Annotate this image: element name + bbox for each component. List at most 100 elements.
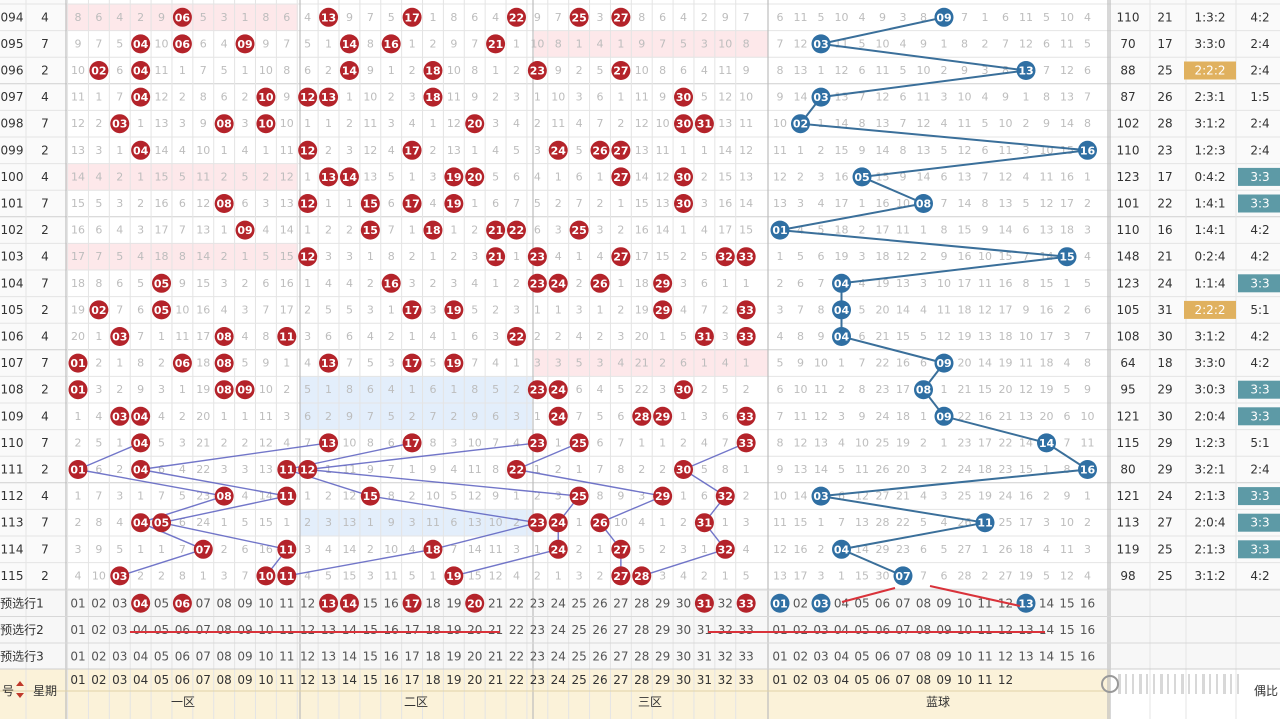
red-ball bbox=[298, 194, 318, 213]
predict-blue-number: 12 bbox=[998, 623, 1013, 637]
miss-value: 1 bbox=[701, 144, 708, 157]
miss-value: 2 bbox=[75, 436, 82, 449]
red-ball bbox=[611, 61, 631, 80]
predict-blue-number: 07 bbox=[895, 623, 910, 637]
miss-value: 2 bbox=[137, 11, 144, 24]
miss-value: 6 bbox=[797, 277, 804, 290]
predict-blue-number: 04 bbox=[834, 649, 849, 663]
miss-value: 1 bbox=[242, 250, 249, 263]
miss-value: 1 bbox=[221, 410, 228, 423]
ball-label: 08 bbox=[217, 198, 232, 211]
miss-value: 24 bbox=[958, 463, 972, 476]
miss-value: 9 bbox=[659, 91, 666, 104]
miss-value: 5 bbox=[367, 357, 374, 370]
span-value: 25 bbox=[1157, 542, 1172, 556]
miss-value: 5 bbox=[1064, 383, 1071, 396]
miss-value: 12 bbox=[1060, 569, 1074, 582]
predict-red-number: 04 bbox=[133, 623, 148, 637]
miss-value: 2 bbox=[701, 170, 708, 183]
miss-value: 8 bbox=[722, 463, 729, 476]
miss-value: 2 bbox=[513, 64, 520, 77]
predict-red-number: 06 bbox=[175, 623, 190, 637]
miss-value: 10 bbox=[551, 91, 565, 104]
miss-value: 16 bbox=[1019, 490, 1033, 503]
ball-label: 17 bbox=[404, 304, 419, 317]
miss-value: 2 bbox=[818, 144, 825, 157]
miss-value: 2 bbox=[555, 330, 562, 343]
miss-value: 1 bbox=[1084, 490, 1091, 503]
miss-value: 5 bbox=[900, 64, 907, 77]
red-ball bbox=[131, 34, 151, 54]
miss-value: 12 bbox=[280, 170, 294, 183]
ball-label: 04 bbox=[834, 331, 850, 344]
red-ball bbox=[131, 406, 151, 426]
miss-value: 1 bbox=[346, 91, 353, 104]
miss-value: 12 bbox=[999, 170, 1013, 183]
red-ball bbox=[590, 140, 610, 160]
miss-value: 3 bbox=[137, 224, 144, 237]
red-header-number: 07 bbox=[196, 673, 211, 687]
miss-value: 6 bbox=[221, 91, 228, 104]
blue-ball bbox=[934, 353, 954, 373]
ball-label: 04 bbox=[133, 65, 149, 78]
miss-value: 6 bbox=[429, 383, 436, 396]
miss-value: 7 bbox=[1043, 64, 1050, 77]
miss-value: 1 bbox=[576, 37, 583, 50]
miss-value: 12 bbox=[1019, 383, 1033, 396]
miss-value: 7 bbox=[137, 330, 144, 343]
red-header-number: 25 bbox=[571, 673, 586, 687]
miss-value: 12 bbox=[937, 330, 951, 343]
miss-value: 2 bbox=[75, 516, 82, 529]
ball-label: 21 bbox=[488, 251, 503, 264]
miss-value: 2 bbox=[409, 410, 416, 423]
ball-label: 02 bbox=[91, 304, 106, 317]
miss-value: 2 bbox=[534, 490, 541, 503]
miss-value: 6 bbox=[450, 516, 457, 529]
ball-label: 08 bbox=[217, 118, 232, 131]
miss-value: 4 bbox=[1084, 11, 1091, 24]
issue-number: 104 bbox=[1, 276, 24, 290]
miss-value: 6 bbox=[95, 11, 102, 24]
miss-value: 4 bbox=[492, 357, 499, 370]
miss-value: 14 bbox=[917, 170, 931, 183]
predict-blue-number: 13 bbox=[1018, 649, 1033, 663]
weekday-value: 2 bbox=[41, 143, 49, 157]
miss-value: 12 bbox=[196, 197, 210, 210]
blue-ball bbox=[1057, 247, 1077, 267]
ball-label: 30 bbox=[676, 171, 692, 184]
predict-blue-number: 15 bbox=[1059, 623, 1074, 637]
miss-value: 5 bbox=[1084, 37, 1091, 50]
predict-red-number: 23 bbox=[530, 649, 545, 663]
ball-label: 12 bbox=[300, 464, 315, 477]
miss-value: 6 bbox=[179, 197, 186, 210]
miss-value: 10 bbox=[855, 436, 869, 449]
predict-red-number: 09 bbox=[237, 649, 252, 663]
issue-number: 108 bbox=[1, 383, 24, 397]
red-ball bbox=[590, 513, 610, 533]
miss-value: 1 bbox=[242, 11, 249, 24]
miss-value: 15 bbox=[1060, 144, 1074, 157]
red-ball bbox=[89, 300, 109, 320]
miss-value: 11 bbox=[1019, 11, 1033, 24]
miss-value: 4 bbox=[429, 330, 436, 343]
miss-value: 5 bbox=[304, 383, 311, 396]
miss-value: 19 bbox=[71, 303, 85, 316]
miss-value: 7 bbox=[900, 117, 907, 130]
miss-value: 5 bbox=[941, 543, 948, 556]
miss-value: 15 bbox=[635, 197, 649, 210]
red-ball bbox=[694, 513, 714, 533]
miss-value: 6 bbox=[777, 383, 784, 396]
miss-value: 1 bbox=[576, 516, 583, 529]
miss-value: 7 bbox=[576, 197, 583, 210]
red-ball bbox=[527, 273, 547, 293]
ball-label: 17 bbox=[404, 144, 419, 157]
red-ball bbox=[486, 247, 506, 267]
miss-value: 8 bbox=[179, 569, 186, 582]
predict-rows[interactable]: 预选行1 01 02 03 04 05 06 07 08 09 10 11 12 13 14 15 16 17 18… bbox=[0, 585, 1095, 663]
miss-value: 14 bbox=[468, 543, 482, 556]
miss-value: 15 bbox=[958, 224, 972, 237]
predict-blue-number: 03 bbox=[813, 623, 828, 637]
miss-value: 3 bbox=[941, 490, 948, 503]
red-ball bbox=[131, 513, 151, 533]
miss-value: 7 bbox=[859, 357, 866, 370]
